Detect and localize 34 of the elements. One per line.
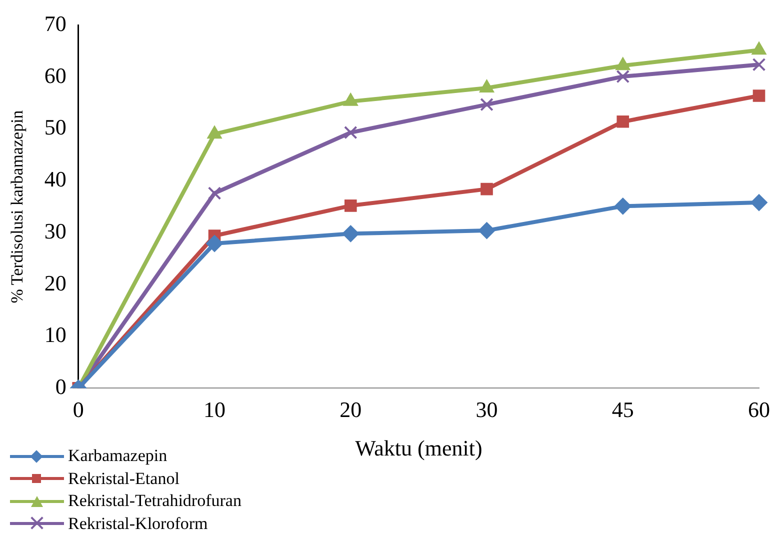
x-tick-label: 30 <box>476 397 498 422</box>
point <box>342 225 360 242</box>
x-axis-title: Waktu (menit) <box>355 436 482 461</box>
legend-label: Rekristal-Tetrahidrofuran <box>68 491 242 512</box>
y-tick-label: 50 <box>44 114 66 140</box>
y-tick-label: 20 <box>44 270 66 296</box>
point <box>614 198 632 215</box>
x-tick-label: 10 <box>204 397 226 422</box>
point <box>752 90 766 102</box>
y-tick-label: 0 <box>55 374 66 399</box>
point <box>478 222 496 240</box>
x-tick-label: 20 <box>340 397 362 422</box>
point <box>752 58 766 72</box>
x-tick-label: 0 <box>72 397 84 422</box>
y-tick-label: 60 <box>44 62 66 88</box>
y-tick-label: 30 <box>44 218 66 244</box>
point <box>344 200 357 212</box>
point <box>616 116 630 128</box>
point <box>208 186 222 200</box>
y-tick-label: 70 <box>44 10 66 36</box>
point <box>480 182 493 196</box>
legend-label: Rekristal-Etanol <box>68 468 180 489</box>
y-tick-label: 10 <box>44 322 66 348</box>
point <box>616 70 630 84</box>
point <box>344 126 358 140</box>
point <box>480 98 494 112</box>
y-axis-title: % Terdisolusi karbamazepin <box>8 110 27 304</box>
point <box>206 235 224 252</box>
legend-label: Karbamazepin <box>68 446 168 466</box>
x-tick-label: 45 <box>612 397 634 422</box>
y-tick-label: 40 <box>44 166 66 192</box>
legend-label: Rekristal-Kloroform <box>68 514 208 534</box>
x-tick-label: 60 <box>748 397 770 422</box>
point <box>750 194 768 212</box>
